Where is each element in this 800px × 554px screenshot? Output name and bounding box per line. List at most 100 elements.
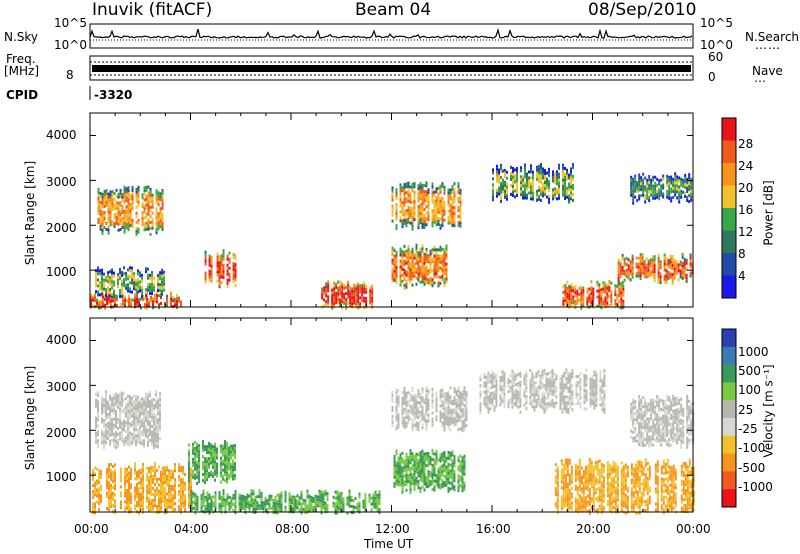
- heatmap-cell: [461, 471, 464, 475]
- heatmap-cell: [421, 414, 424, 418]
- heatmap-cell: [413, 194, 416, 198]
- heatmap-cell: [145, 398, 148, 402]
- heatmap-cell: [103, 278, 106, 282]
- heatmap-cell: [443, 398, 446, 402]
- heatmap-cell: [397, 401, 400, 405]
- heatmap-cell: [207, 456, 210, 460]
- heatmap-cell: [170, 294, 172, 298]
- heatmap-cell: [156, 507, 158, 511]
- heatmap-cell: [268, 494, 271, 498]
- heatmap-cell: [112, 509, 114, 513]
- heatmap-cell: [157, 436, 160, 440]
- heatmap-cell: [542, 185, 544, 189]
- heatmap-cell: [393, 254, 396, 258]
- heatmap-cell: [401, 423, 404, 427]
- heatmap-cell: [141, 193, 144, 197]
- heatmap-cell: [688, 176, 691, 180]
- heatmap-cell: [143, 216, 146, 220]
- heatmap-cell: [109, 190, 112, 194]
- heatmap-cell: [451, 196, 454, 200]
- heatmap-cell: [131, 272, 134, 276]
- heatmap-cell: [153, 440, 156, 444]
- heatmap-cell: [117, 278, 120, 282]
- heatmap-cell: [588, 293, 591, 297]
- heatmap-cell: [196, 495, 199, 499]
- heatmap-cell: [656, 177, 659, 181]
- heatmap-cell: [631, 269, 634, 273]
- heatmap-cell: [405, 279, 408, 283]
- heatmap-cell: [338, 498, 341, 502]
- heatmap-cell: [423, 455, 426, 459]
- heatmap-cell: [437, 275, 440, 279]
- heatmap-cell: [100, 303, 102, 307]
- heatmap-cell: [92, 511, 94, 515]
- heatmap-cell: [347, 301, 350, 305]
- heatmap-cell: [164, 493, 166, 497]
- heatmap-cell: [431, 481, 434, 485]
- heatmap-cell: [109, 294, 112, 298]
- heatmap-cell: [407, 272, 410, 276]
- heatmap-cell: [678, 188, 681, 192]
- heatmap-cell: [150, 493, 152, 497]
- heatmap-cell: [401, 186, 404, 190]
- heatmap-cell: [182, 468, 184, 472]
- heatmap-cell: [411, 389, 414, 393]
- heatmap-cell: [139, 417, 142, 421]
- heatmap-cell: [101, 277, 104, 281]
- heatmap-cell: [395, 271, 398, 275]
- heatmap-cell: [254, 501, 257, 505]
- heatmap-cell: [685, 258, 688, 262]
- heatmap-cell: [463, 454, 466, 458]
- heatmap-cell: [453, 455, 456, 459]
- heatmap-cell: [479, 384, 482, 388]
- heatmap-cell: [229, 462, 232, 466]
- heatmap-cell: [226, 499, 229, 503]
- heatmap-cell: [108, 505, 110, 509]
- heatmap-cell: [124, 482, 126, 486]
- heatmap-cell: [465, 406, 468, 410]
- heatmap-cell: [107, 424, 110, 428]
- heatmap-cell: [145, 203, 148, 207]
- heatmap-cell: [139, 429, 142, 433]
- heatmap-cell: [99, 227, 102, 231]
- heatmap-cell: [128, 297, 130, 301]
- heatmap-cell: [119, 221, 122, 225]
- heatmap-cell: [190, 508, 193, 512]
- heatmap-cell: [365, 296, 368, 300]
- heatmap-cell: [220, 504, 223, 508]
- heatmap-cell: [657, 277, 660, 281]
- heatmap-cell: [413, 405, 416, 409]
- heatmap-cell: [138, 511, 140, 515]
- heatmap-cell: [441, 415, 444, 419]
- heatmap-cell: [129, 194, 132, 198]
- heatmap-cell: [137, 398, 140, 402]
- heatmap-cell: [139, 426, 142, 430]
- heatmap-cell: [227, 446, 230, 450]
- heatmap-cell: [130, 298, 132, 302]
- heatmap-cell: [160, 509, 162, 513]
- heatmap-cell: [500, 169, 502, 173]
- heatmap-cell: [129, 404, 132, 408]
- heatmap-cell: [600, 306, 603, 310]
- heatmap-cell: [407, 208, 410, 212]
- heatmap-cell: [105, 405, 108, 409]
- heatmap-cell: [653, 276, 656, 280]
- heatmap-cell: [600, 297, 603, 301]
- heatmap-cell: [512, 178, 514, 182]
- heatmap-cell: [445, 471, 448, 475]
- heatmap-cell: [453, 488, 456, 492]
- heatmap-cell: [94, 293, 96, 297]
- heatmap-cell: [266, 507, 269, 511]
- heatmap-cell: [135, 428, 138, 432]
- heatmap-cell: [264, 505, 267, 509]
- heatmap-cell: [674, 181, 677, 185]
- heatmap-cell: [684, 173, 687, 177]
- heatmap-cell: [160, 491, 162, 495]
- heatmap-cell: [154, 462, 156, 466]
- heatmap-cell: [376, 493, 379, 497]
- heatmap-cell: [110, 296, 112, 300]
- heatmap-cell: [184, 502, 186, 506]
- heatmap-cell: [99, 194, 102, 198]
- heatmap-cell: [306, 489, 309, 493]
- heatmap-cell: [393, 454, 396, 458]
